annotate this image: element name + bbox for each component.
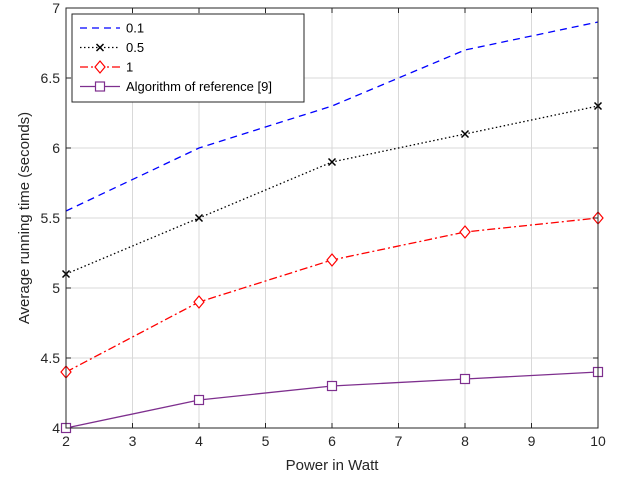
x-tick-label: 6: [328, 433, 336, 449]
legend-label: 1: [126, 60, 133, 75]
x-tick-label: 5: [262, 433, 270, 449]
square-marker: [94, 81, 106, 92]
legend-item: Algorithm of reference [9]: [80, 79, 272, 94]
series-line: [65, 21, 599, 212]
x-marker: [95, 43, 105, 52]
x-axis-label: Power in Watt: [286, 457, 380, 474]
y-tick-label: 5.5: [41, 210, 61, 226]
x-tick-label: 2: [62, 433, 70, 449]
x-tick-label: 8: [461, 433, 469, 449]
x-marker: [194, 213, 204, 223]
legend-label: 0.5: [126, 40, 144, 55]
x-tick-label: 3: [129, 433, 137, 449]
y-axis-label: Average running time (seconds): [16, 112, 33, 324]
legend-label: 0.1: [126, 21, 144, 36]
axes-ticks: 2 3 4 5 6 7 8 9 10 4 4.5 5 5.5 6 6.5 7: [41, 0, 606, 449]
x-tick-label: 7: [395, 433, 403, 449]
y-tick-label: 4: [52, 420, 60, 436]
diamond-marker: [459, 225, 471, 239]
grid: [65, 7, 599, 429]
square-marker: [193, 394, 205, 406]
legend: 0.1 0.5 1 Algorithm of reference [9]: [71, 13, 305, 103]
legend-label: Algorithm of reference [9]: [126, 79, 272, 94]
y-tick-label: 6: [52, 140, 60, 156]
diamond-marker: [94, 60, 106, 74]
y-tick-label: 6.5: [41, 70, 61, 86]
y-tick-label: 7: [52, 0, 60, 16]
square-marker: [326, 380, 338, 392]
x-marker: [460, 129, 470, 139]
legend-item: 0.5: [80, 40, 144, 55]
diamond-marker: [326, 253, 338, 267]
y-tick-label: 5: [52, 280, 60, 296]
square-marker: [459, 373, 471, 385]
x-tick-label: 9: [528, 433, 536, 449]
legend-box: [71, 13, 305, 103]
series-1: [65, 21, 599, 212]
diamond-marker: [193, 295, 205, 309]
y-tick-label: 4.5: [41, 350, 61, 366]
x-tick-label: 10: [590, 433, 606, 449]
x-marker: [327, 157, 337, 167]
legend-item: 1: [80, 60, 133, 75]
x-tick-label: 4: [195, 433, 203, 449]
legend-item: 0.1: [80, 21, 144, 36]
